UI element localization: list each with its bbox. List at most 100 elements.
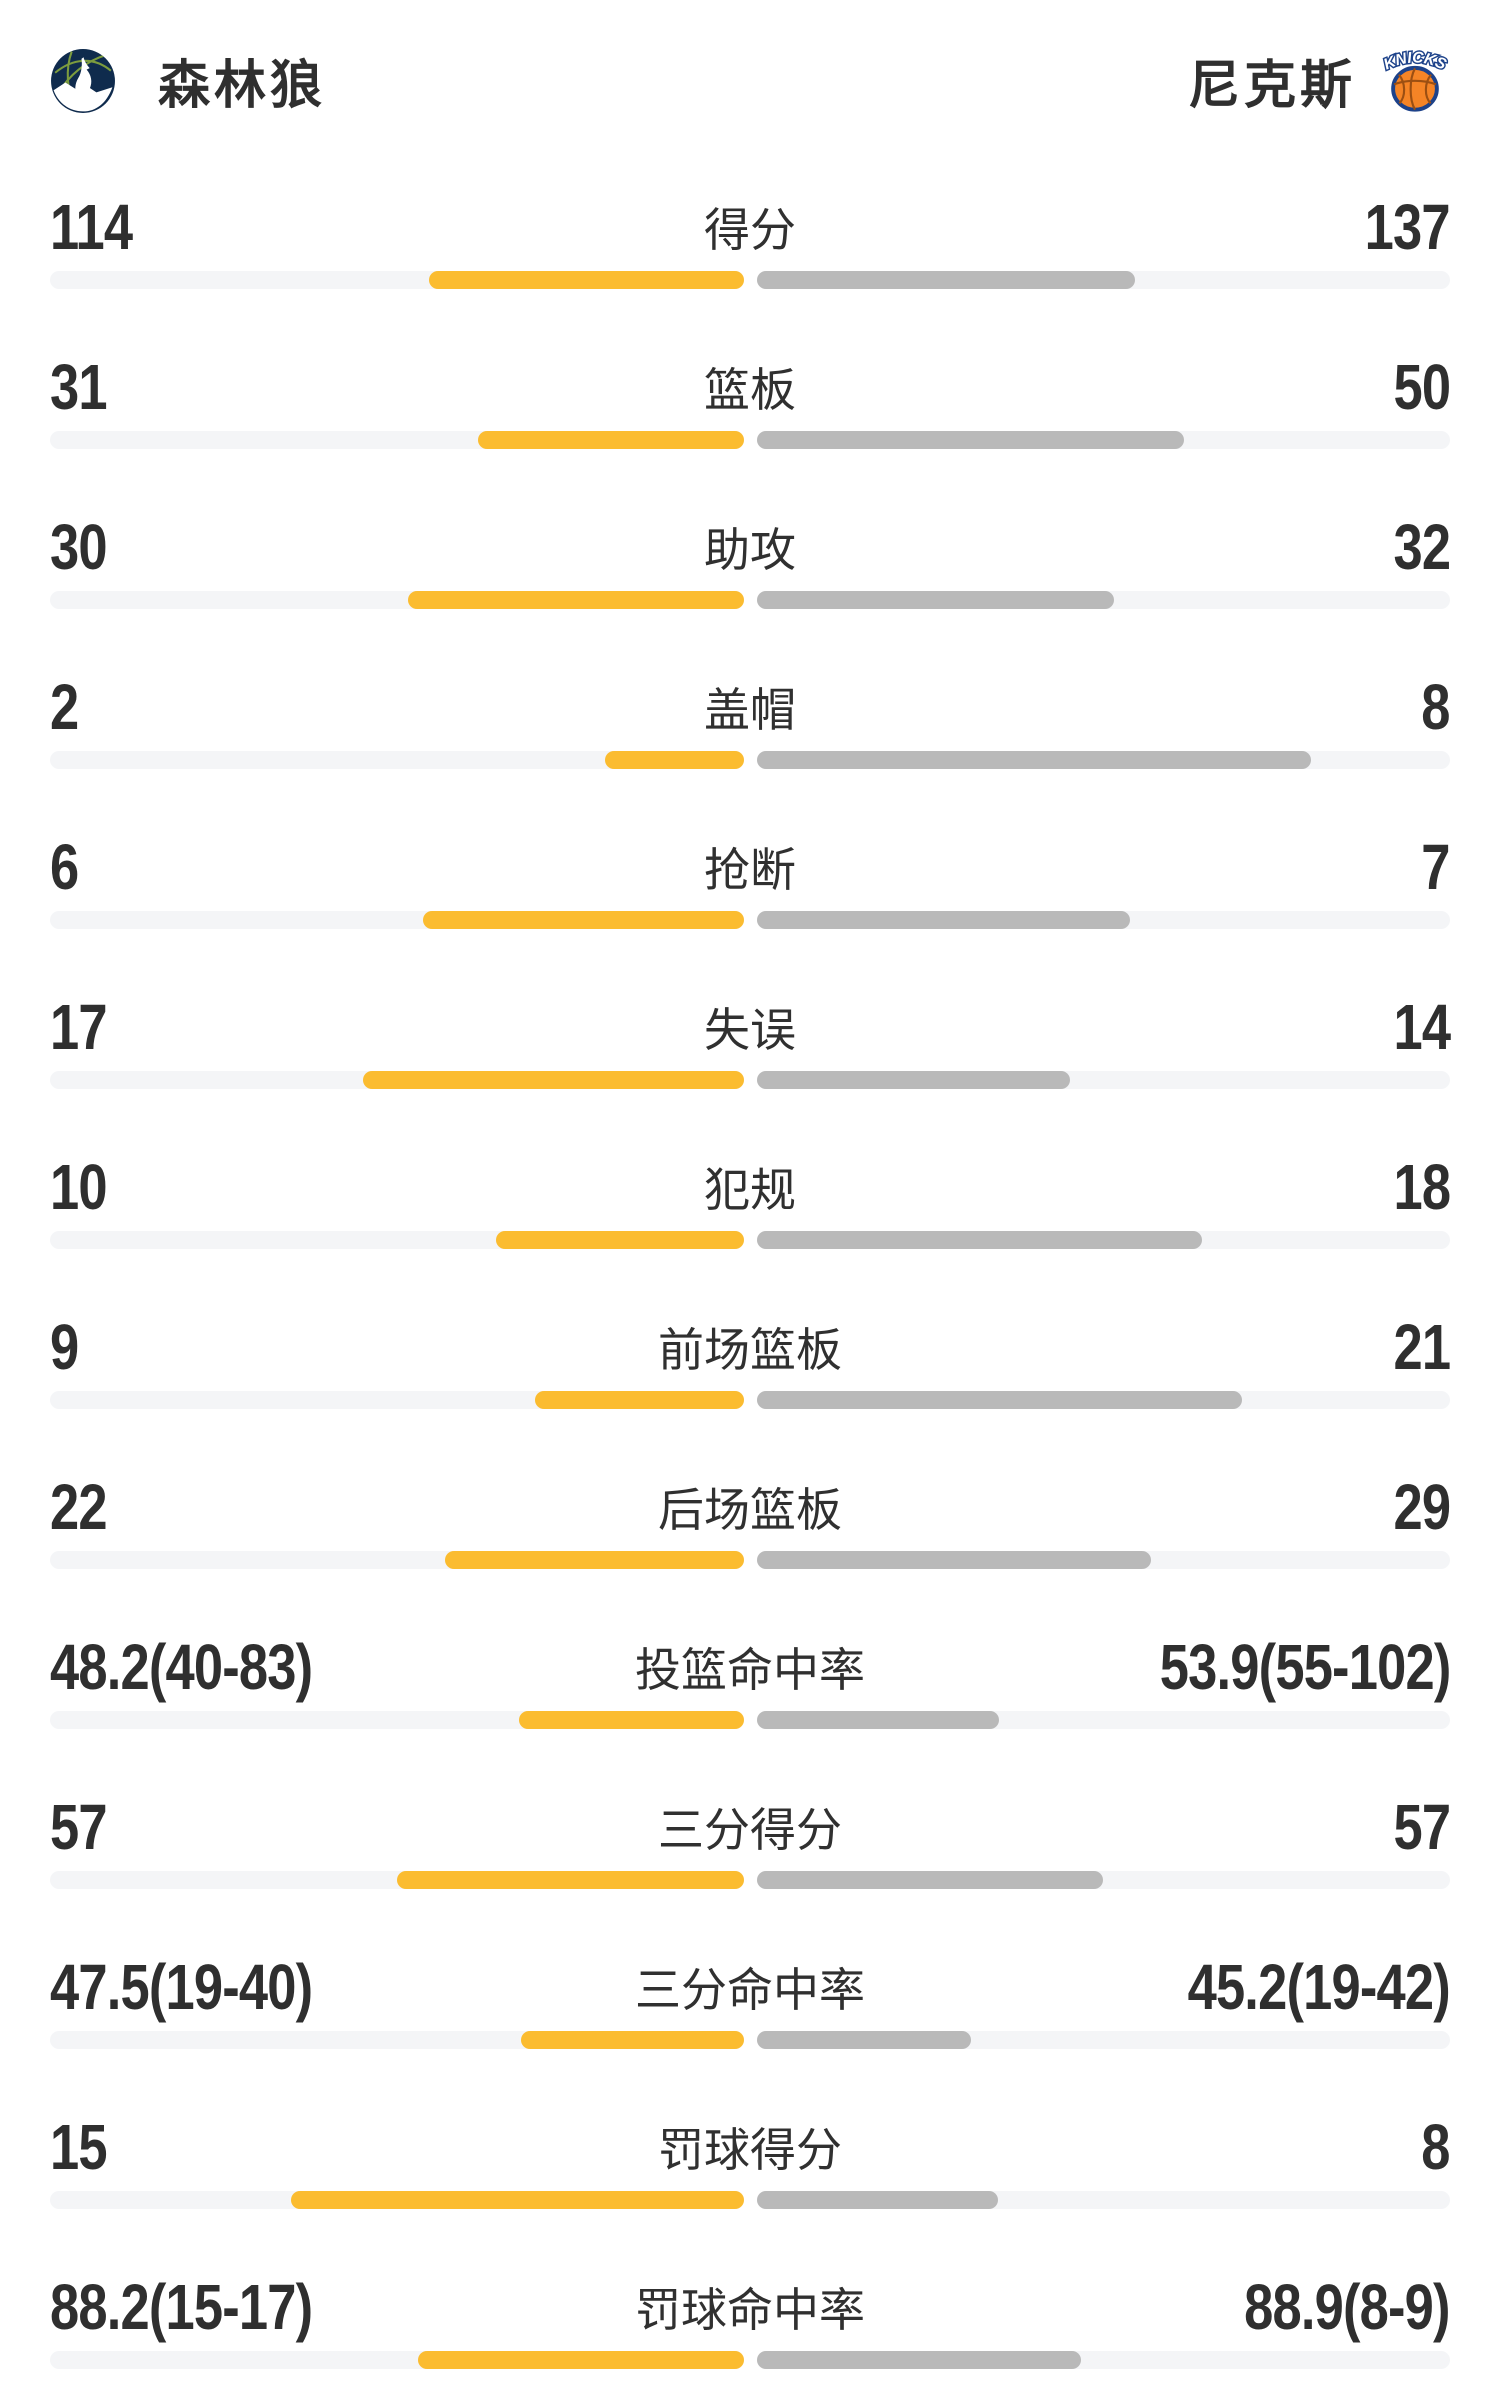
- stat-value-left: 88.2(15-17): [50, 2271, 313, 2343]
- stats-list: 114 得分 137 31 篮板 50: [0, 147, 1500, 2387]
- stat-bar: [50, 1871, 1450, 1889]
- bar-left-fill: [423, 911, 744, 929]
- stat-row: 47.5(19-40) 三分命中率 45.2(19-42): [0, 1907, 1500, 2067]
- stat-bar: [50, 2191, 1450, 2209]
- stat-value-left: 30: [50, 511, 108, 583]
- stat-line: 17 失误 14: [50, 990, 1451, 1064]
- bar-left-fill: [363, 1071, 744, 1089]
- bar-track-left: [50, 1871, 744, 1889]
- stat-value-left: 10: [50, 1151, 108, 1223]
- stat-label: 得分: [704, 204, 796, 256]
- bar-track-right: [756, 1391, 1450, 1409]
- stat-line: 30 助攻 32: [50, 510, 1451, 584]
- stat-value-right: 45.2(19-42): [1187, 1951, 1451, 2023]
- stat-row: 30 助攻 32: [0, 467, 1500, 627]
- bar-left-fill: [495, 1231, 744, 1249]
- bar-right-fill: [756, 431, 1185, 449]
- stat-bar: [50, 911, 1450, 929]
- stat-label: 抢断: [704, 844, 796, 896]
- stat-row: 31 篮板 50: [0, 307, 1500, 467]
- stat-value-right: 21: [1393, 1311, 1451, 1383]
- bar-right-fill: [756, 751, 1312, 769]
- bar-track-left: [50, 1391, 744, 1409]
- stat-bar: [50, 1231, 1450, 1249]
- stat-value-left: 9: [50, 1311, 79, 1383]
- bar-left-fill: [604, 751, 744, 769]
- stat-line: 15 罚球得分 8: [50, 2110, 1451, 2184]
- stat-label: 失误: [704, 1004, 796, 1056]
- stat-value-left: 2: [50, 671, 79, 743]
- stat-row: 15 罚球得分 8: [0, 2067, 1500, 2227]
- bar-track-right: [756, 591, 1450, 609]
- bar-track-right: [756, 2031, 1450, 2049]
- bar-right-fill: [756, 271, 1136, 289]
- bar-track-left: [50, 1551, 744, 1569]
- stat-bar: [50, 1391, 1450, 1409]
- stat-bar: [50, 591, 1450, 609]
- stat-label: 罚球命中率: [635, 2284, 865, 2336]
- bar-right-fill: [756, 911, 1130, 929]
- stat-value-right: 8: [1421, 2111, 1451, 2183]
- team-left: 森林狼: [50, 43, 326, 118]
- stat-value-right: 53.9(55-102): [1159, 1631, 1450, 1703]
- stat-value-right: 18: [1393, 1151, 1451, 1223]
- bar-track-right: [756, 1231, 1450, 1249]
- bar-track-left: [50, 2191, 744, 2209]
- bar-track-left: [50, 1231, 744, 1249]
- stat-bar: [50, 751, 1450, 769]
- stat-row: 10 犯规 18: [0, 1107, 1500, 1267]
- bar-right-fill: [756, 2351, 1082, 2369]
- bar-right-fill: [756, 1711, 999, 1729]
- timberwolves-logo: [51, 48, 115, 113]
- bar-track-left: [50, 911, 744, 929]
- stat-line: 2 盖帽 8: [50, 670, 1451, 744]
- bar-right-fill: [756, 1871, 1104, 1889]
- bar-right-fill: [756, 1391, 1242, 1409]
- stat-line: 47.5(19-40) 三分命中率 45.2(19-42): [50, 1950, 1451, 2024]
- stat-row: 9 前场篮板 21: [0, 1267, 1500, 1427]
- stat-value-right: 32: [1393, 511, 1451, 583]
- bar-left-fill: [477, 431, 744, 449]
- bar-track-left: [50, 431, 744, 449]
- stat-value-right: 50: [1393, 351, 1451, 423]
- stat-bar: [50, 1071, 1450, 1089]
- stat-value-left: 48.2(40-83): [50, 1631, 313, 1703]
- stat-row: 17 失误 14: [0, 947, 1500, 1107]
- stat-line: 10 犯规 18: [50, 1150, 1451, 1224]
- stat-value-right: 14: [1393, 991, 1451, 1063]
- stat-bar: [50, 431, 1450, 449]
- stat-value-right: 88.9(8-9): [1244, 2271, 1450, 2343]
- bar-track-right: [756, 431, 1450, 449]
- bar-right-fill: [756, 1071, 1070, 1089]
- stat-row: 48.2(40-83) 投篮命中率 53.9(55-102): [0, 1587, 1500, 1747]
- stat-label: 罚球得分: [658, 2124, 842, 2176]
- bar-right-fill: [756, 1551, 1152, 1569]
- bar-track-right: [756, 1551, 1450, 1569]
- bar-left-fill: [396, 1871, 744, 1889]
- stat-label: 盖帽: [704, 684, 796, 736]
- stat-label: 犯规: [704, 1164, 796, 1216]
- stat-line: 9 前场篮板 21: [50, 1310, 1451, 1384]
- bar-track-right: [756, 751, 1450, 769]
- stat-bar: [50, 271, 1450, 289]
- stat-value-left: 47.5(19-40): [50, 1951, 313, 2023]
- stat-row: 88.2(15-17) 罚球命中率 88.9(8-9): [0, 2227, 1500, 2387]
- stat-row: 22 后场篮板 29: [0, 1427, 1500, 1587]
- bar-left-fill: [444, 1551, 744, 1569]
- bar-track-right: [756, 911, 1450, 929]
- stat-line: 6 抢断 7: [50, 830, 1451, 904]
- stat-row: 2 盖帽 8: [0, 627, 1500, 787]
- stat-label: 篮板: [704, 364, 796, 416]
- bar-track-right: [756, 2351, 1450, 2369]
- bar-right-fill: [756, 591, 1115, 609]
- bar-track-right: [756, 271, 1450, 289]
- stat-value-left: 114: [50, 191, 133, 263]
- bar-left-fill: [291, 2191, 744, 2209]
- bar-track-right: [756, 1871, 1450, 1889]
- stat-row: 57 三分得分 57: [0, 1747, 1500, 1907]
- stat-value-left: 15: [50, 2111, 108, 2183]
- stat-value-left: 31: [50, 351, 108, 423]
- stat-bar: [50, 2031, 1450, 2049]
- bar-track-left: [50, 2351, 744, 2369]
- stat-line: 22 后场篮板 29: [50, 1470, 1451, 1544]
